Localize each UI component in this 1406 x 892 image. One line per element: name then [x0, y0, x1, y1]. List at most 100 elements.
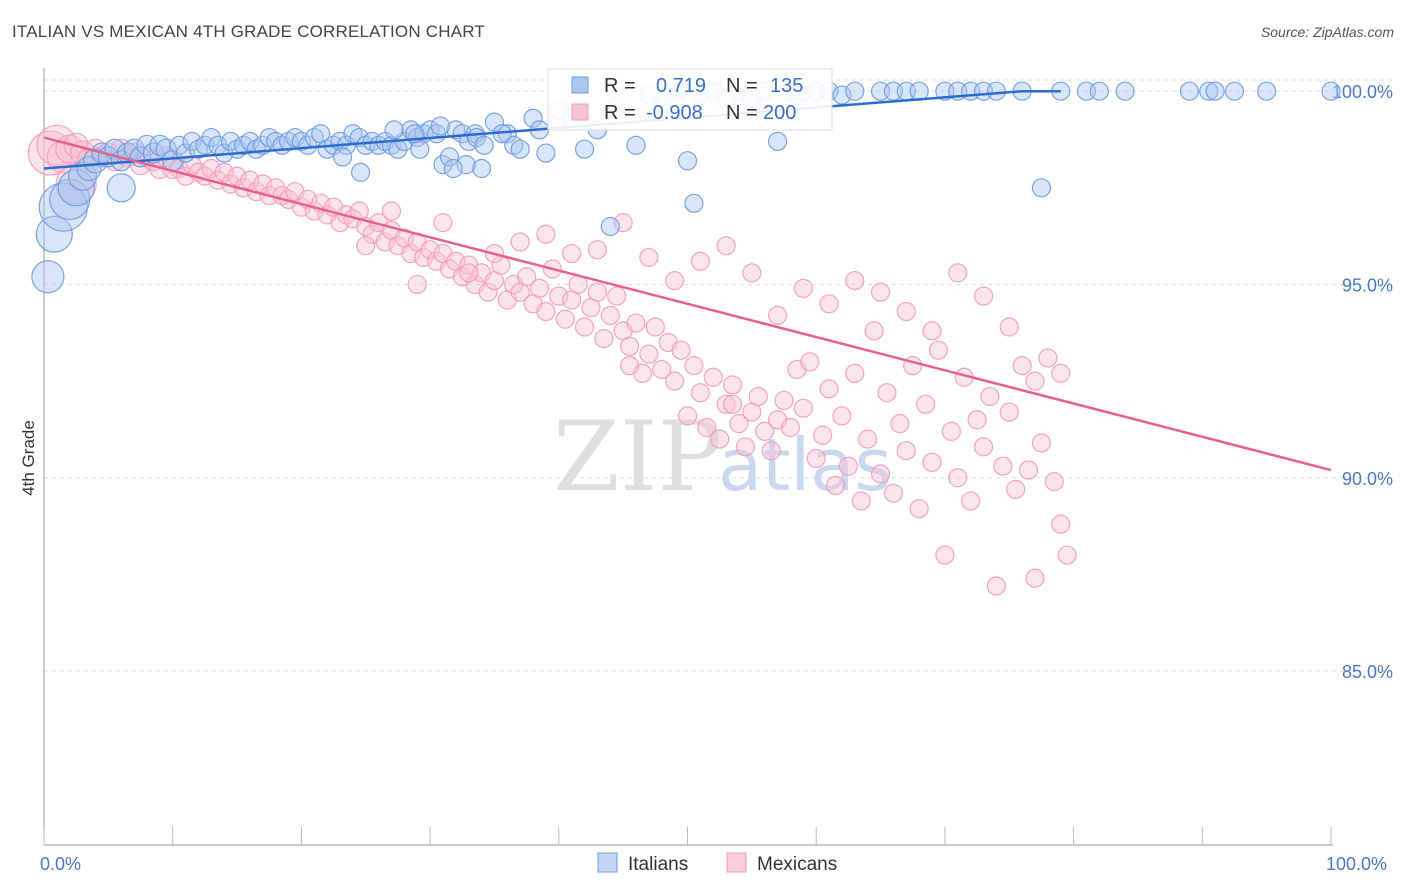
mexicans-point-100	[677, 406, 698, 426]
mexicans-point-140	[935, 545, 955, 565]
mexicans-point-26	[201, 158, 221, 179]
mexicans-point-131	[877, 383, 897, 403]
mexicans-point-138	[922, 452, 942, 472]
legend-swatch-mexicans	[571, 103, 589, 121]
mexicans-point-157	[1044, 472, 1064, 492]
italians-point-131	[474, 135, 494, 155]
mexicans-point-144	[961, 491, 981, 511]
italians-point-125	[332, 147, 353, 167]
mexicans-point-92	[626, 313, 646, 333]
italians-point-5	[68, 161, 98, 191]
mexicans-point-112	[755, 421, 775, 441]
italians-point-129	[410, 139, 430, 159]
mexicans-point-148	[986, 576, 1006, 596]
mexicans-point-184	[973, 286, 994, 306]
mexicans-point-158	[1051, 514, 1071, 534]
mexicans-point-121	[813, 425, 833, 445]
italians-point-123	[1321, 81, 1341, 101]
mexicans-point-77	[529, 278, 550, 298]
x-tick-label-min: 0.0%	[40, 854, 81, 874]
italians-point-111	[986, 81, 1006, 101]
mexicans-point-142	[948, 468, 968, 488]
mexicans-point-187	[1051, 363, 1071, 383]
italians-point-73	[523, 108, 543, 128]
mexicans-point-106	[716, 394, 736, 414]
italians-point-126	[456, 155, 476, 175]
mexicans-point-107	[722, 375, 743, 395]
mexicans-point-177	[793, 278, 813, 298]
bottom-legend-label-italians: Italians	[628, 854, 688, 875]
mexicans-point-139	[928, 340, 949, 360]
italians-point-75	[536, 143, 556, 163]
mexicans-point-95	[645, 317, 665, 337]
italians-point-63	[439, 147, 460, 167]
italians-point-87	[677, 151, 698, 171]
mexicans-point-111	[748, 386, 768, 407]
mexicans-point-96	[652, 359, 672, 380]
mexicans-point-60	[420, 240, 440, 260]
mexicans-point-174	[716, 236, 736, 256]
mexicans-point-151	[1006, 479, 1026, 499]
mexicans-point-116	[780, 417, 801, 438]
mexicans-point-69	[478, 282, 498, 302]
y-tick-labels: 85.0% 90.0% 95.0% 100.0%	[1332, 82, 1393, 682]
mexicans-point-133	[890, 414, 910, 434]
mexicans-point-164	[459, 263, 479, 283]
mexicans-point-87	[594, 328, 614, 349]
mexicans-point-167	[536, 224, 556, 244]
mexicans-point-94	[639, 344, 659, 364]
italians-point-116	[1089, 81, 1109, 101]
mexicans-point-189	[722, 394, 743, 414]
mexicans-point-126	[845, 363, 865, 383]
mexicans-point-28	[214, 162, 234, 182]
mexicans-point-163	[433, 213, 453, 233]
series-legend: Italians Mexicans	[597, 852, 837, 875]
mexicans-point-188	[619, 356, 640, 376]
mexicans-point-124	[832, 406, 852, 426]
legend-r-value-mexicans: -0.908	[646, 102, 703, 124]
legend-n-value-italians: 135	[770, 75, 803, 97]
y-tick-label-95: 95.0%	[1342, 275, 1393, 295]
mexicans-point-129	[864, 321, 884, 341]
mexicans-trend-line	[43, 136, 1332, 472]
legend-n-label-italians: N =	[726, 75, 758, 97]
mexicans-point-183	[948, 263, 968, 283]
italians-point-21	[169, 135, 189, 155]
source-label: Source: ZipAtlas.com	[1260, 24, 1394, 40]
italians-point-119	[1199, 81, 1219, 101]
italians-point-102	[845, 81, 865, 101]
mexicans-point-146	[973, 437, 994, 457]
italians-point-72	[510, 139, 530, 159]
mexicans-point-147	[980, 386, 1000, 407]
italians-point-20	[106, 173, 136, 203]
italians-point-101	[832, 85, 852, 105]
watermark: ZIP atlas	[553, 401, 892, 513]
mexicans-point-155	[1031, 433, 1052, 453]
mexicans-point-81	[555, 309, 575, 329]
mexicans-point-59	[414, 247, 434, 268]
mexicans-point-149	[993, 456, 1013, 476]
italians-point-124	[351, 162, 371, 182]
bottom-legend-label-mexicans: Mexicans	[757, 854, 837, 875]
italians-point-82	[626, 135, 646, 155]
mexicans-point-113	[761, 441, 781, 461]
mexicans-point-156	[1038, 348, 1058, 368]
italians-point-117	[1115, 81, 1135, 101]
mexicans-point-102	[690, 383, 710, 403]
mexicans-point-132	[883, 483, 904, 503]
mexicans-point-180	[870, 282, 891, 302]
mexicans-point-115	[774, 390, 794, 411]
mexicans-point-136	[909, 499, 929, 519]
y-tick-label-90: 90.0%	[1342, 469, 1393, 489]
correlation-legend: R = 0.719 N = 135 R = -0.908 N = 200	[547, 68, 833, 131]
mexicans-point-127	[851, 491, 871, 511]
italians-point-62	[433, 155, 453, 175]
italians-point-41	[298, 135, 318, 155]
italians-point-88	[684, 193, 704, 213]
mexicans-point-159	[1057, 545, 1077, 565]
mexicans-point-173	[690, 251, 710, 271]
mexicans-point-86	[587, 282, 608, 302]
legend-r-value-italians: 0.719	[656, 75, 706, 97]
mexicans-point-172	[665, 271, 685, 291]
